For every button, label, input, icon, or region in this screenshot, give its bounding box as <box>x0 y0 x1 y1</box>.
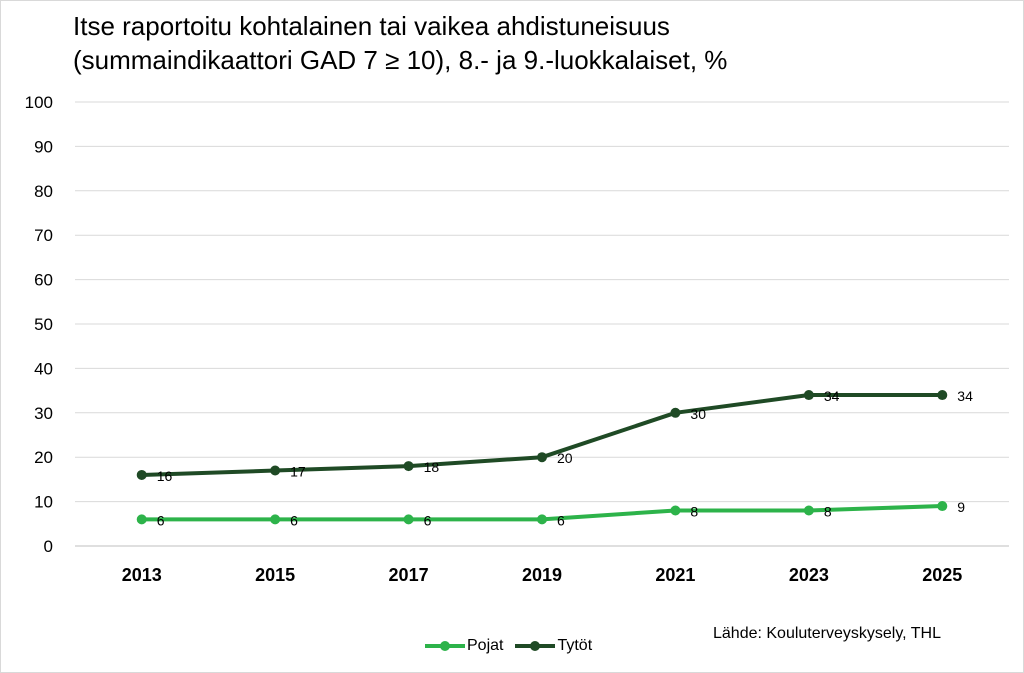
x-tick-label: 2025 <box>922 565 962 585</box>
data-point-pojat <box>403 514 414 525</box>
data-point-pojat <box>270 514 281 525</box>
chart-title-line2: (summaindikaattori GAD 7 ≥ 10), 8.- ja 9… <box>73 45 728 75</box>
legend-marker-pojat <box>440 641 450 651</box>
data-point-tytot <box>537 452 547 463</box>
series-line-tytot <box>141 393 943 477</box>
y-tick-label: 0 <box>44 537 53 556</box>
chart-title-line1: Itse raportoitu kohtalainen tai vaikea a… <box>73 11 670 41</box>
data-label-pojat: 6 <box>424 512 432 528</box>
data-label-tytot: 17 <box>290 464 306 480</box>
data-point-pojat <box>537 514 547 525</box>
data-point-tytot <box>403 461 414 472</box>
y-tick-label: 10 <box>34 493 53 512</box>
y-tick-label: 40 <box>34 359 53 378</box>
legend-label-tytot: Tytöt <box>557 637 593 654</box>
x-tick-label: 2023 <box>789 565 829 585</box>
data-label-pojat: 9 <box>957 499 965 515</box>
data-label-pojat: 6 <box>557 512 565 528</box>
x-tick-label: 2013 <box>122 565 162 585</box>
data-label-pojat: 6 <box>290 512 298 528</box>
legend-item-tytot: Tytöt <box>515 637 592 655</box>
y-tick-label: 70 <box>34 226 53 245</box>
x-tick-label: 2015 <box>255 565 295 585</box>
y-tick-label: 80 <box>34 182 53 201</box>
data-label-tytot: 30 <box>690 406 706 422</box>
chart-title: Itse raportoitu kohtalainen tai vaikea a… <box>73 9 973 77</box>
data-point-pojat <box>803 505 814 516</box>
data-label-tytot: 34 <box>824 388 840 404</box>
data-point-tytot <box>937 390 948 401</box>
data-label-pojat: 8 <box>824 503 832 519</box>
legend-swatch-tytot <box>515 639 556 653</box>
data-point-pojat <box>136 514 147 525</box>
x-tick-label: 2019 <box>522 565 562 585</box>
data-label-tytot: 18 <box>424 459 440 475</box>
legend-marker-tytot <box>530 641 541 651</box>
data-point-tytot <box>136 469 147 480</box>
y-tick-label: 60 <box>34 271 53 290</box>
data-point-pojat <box>937 501 948 512</box>
data-point-tytot <box>803 390 814 401</box>
y-tick-label: 30 <box>34 404 53 423</box>
data-point-tytot <box>670 407 681 418</box>
data-label-tytot: 34 <box>957 388 973 404</box>
y-tick-label: 50 <box>34 315 53 334</box>
data-label-pojat: 6 <box>157 512 165 528</box>
y-tick-label: 20 <box>34 448 53 467</box>
x-tick-label: 2017 <box>389 565 429 585</box>
legend-item-pojat: Pojat <box>425 637 503 655</box>
data-point-pojat <box>670 505 681 516</box>
data-point-tytot <box>270 465 281 476</box>
legend: Pojat Tytöt <box>425 635 604 657</box>
legend-swatch-pojat <box>425 639 465 653</box>
data-label-tytot: 16 <box>157 468 173 484</box>
data-label-pojat: 8 <box>690 503 698 519</box>
source-note: Lähde: Kouluterveyskysely, THL <box>713 625 941 642</box>
data-label-tytot: 20 <box>557 450 573 466</box>
y-tick-label: 90 <box>34 137 53 156</box>
x-tick-label: 2021 <box>655 565 695 585</box>
y-tick-label: 100 <box>25 93 53 112</box>
legend-label-pojat: Pojat <box>467 637 504 654</box>
